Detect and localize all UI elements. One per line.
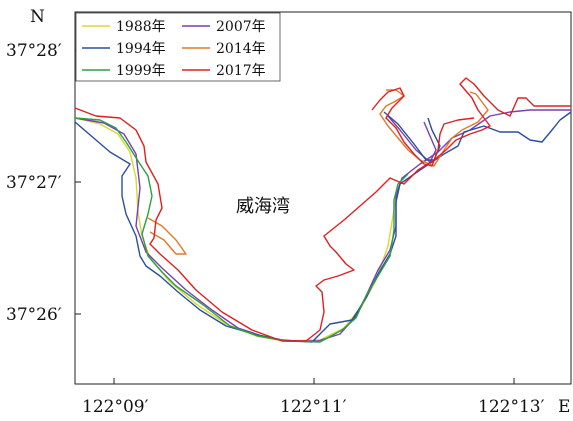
legend-item-2014: 2014年 [182, 41, 266, 57]
coastline-2014-port [379, 89, 489, 167]
latitude-tick-label: 37°27′ [6, 173, 62, 193]
coastline-1999 [74, 117, 409, 343]
legend-label-1994: 1994年 [116, 41, 166, 57]
longitude-tick-label: 122°13′ [478, 397, 545, 417]
coastline-2017 [74, 77, 571, 342]
latitude-tick-label: 37°28′ [6, 41, 62, 61]
latitude-tick-label: 37°26′ [6, 305, 62, 325]
legend: 1988年 2007年 1994年 2014年 1999年 2017年 [75, 12, 281, 82]
east-label: E [558, 397, 570, 417]
longitude-tick-label: 122°11′ [280, 397, 347, 417]
legend-item-2017: 2017年 [182, 63, 266, 79]
coastline-2017-port [371, 87, 475, 167]
coastline-1994 [74, 111, 572, 343]
coastlines [74, 77, 572, 343]
coastline-1994-port [383, 111, 441, 161]
legend-item-1994: 1994年 [82, 41, 166, 57]
legend-label-2014: 2014年 [216, 41, 266, 57]
legend-item-1988: 1988年 [82, 19, 166, 35]
legend-item-1999: 1999年 [82, 63, 166, 79]
north-label: N [30, 7, 45, 27]
longitude-tick-label: 122°09′ [82, 397, 149, 417]
legend-label-1999: 1999年 [116, 63, 166, 79]
bay-name-label: 威海湾 [236, 196, 290, 217]
coastline-2014 [147, 217, 187, 255]
legend-label-2007: 2007年 [216, 19, 266, 35]
legend-item-2007: 2007年 [182, 19, 266, 35]
legend-label-2017: 2017年 [216, 63, 266, 79]
legend-label-1988: 1988年 [116, 19, 166, 35]
